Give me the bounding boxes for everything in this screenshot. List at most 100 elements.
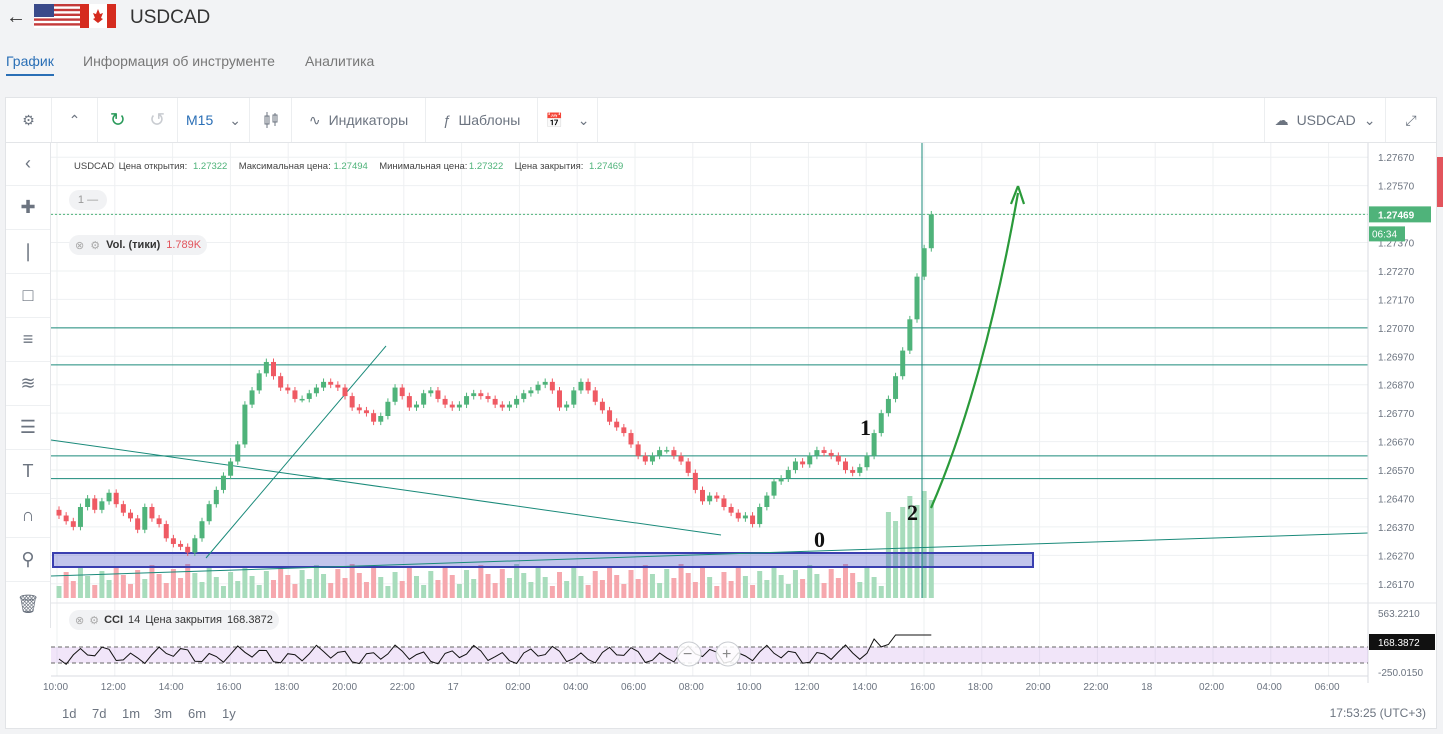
scroll-indicator[interactable] [1437, 157, 1443, 207]
forecast-arrow [929, 192, 1020, 509]
calendar-select[interactable]: 📅 ⌄ [538, 98, 598, 142]
tab-chart[interactable]: График [6, 53, 54, 69]
magnet-icon[interactable]: ∩ [6, 494, 50, 538]
candle-body [235, 444, 241, 462]
period-1y[interactable]: 1y [222, 706, 236, 721]
close-icon[interactable]: ⊗ [75, 239, 85, 252]
volume-bar [464, 570, 470, 598]
volume-bar [735, 567, 741, 598]
cci-axis-current: 168.3872 [1378, 638, 1420, 649]
cci-legend-period: 14 [128, 614, 141, 626]
candle-body [542, 381, 548, 385]
period-3m[interactable]: 3m [154, 706, 173, 721]
close-icon[interactable]: ⊗ [75, 614, 85, 627]
candle-body [92, 498, 98, 510]
gear-icon[interactable]: ⚙ [89, 614, 100, 627]
volume-bar [249, 576, 255, 598]
trash-icon[interactable]: 🗑 [16, 593, 40, 614]
volume-bar [199, 582, 205, 598]
volume-legend-label: Vol. (тики) [106, 239, 161, 251]
candle-body [614, 421, 620, 428]
volume-bar [564, 581, 570, 598]
period-bar: 1d 7d 1m 3m 6m 1y 17:53:25 (UTC+3) [50, 698, 1436, 728]
period-6m[interactable]: 6m [188, 706, 207, 721]
candle-body [914, 276, 920, 320]
period-1d[interactable]: 1d [62, 706, 77, 721]
candlestick-type-icon[interactable] [250, 98, 292, 142]
candle-body [170, 538, 176, 544]
rectangle-tool-icon[interactable]: □ [6, 274, 50, 318]
volume-bar [585, 585, 591, 598]
volume-bar [657, 583, 663, 598]
volume-bar [228, 572, 234, 598]
time-tick-label: 06:00 [1315, 682, 1340, 693]
volume-bar [299, 570, 305, 598]
function-icon: ƒ [442, 112, 451, 128]
candle-body [285, 387, 291, 391]
volume-bar [514, 564, 520, 598]
collapse-sidebar-chevron-left-icon[interactable]: ‹ [6, 142, 50, 186]
timeframe-select[interactable]: M15 ⌄ [178, 98, 250, 142]
templates-button[interactable]: ƒ Шаблоны [426, 98, 538, 142]
forecast-arrow-head [1009, 185, 1026, 205]
candle-body [592, 390, 598, 402]
cloud-icon: ☁ [1274, 111, 1289, 128]
volume-bar [149, 565, 155, 598]
ohlc-info-text: Цена закрытия: [515, 161, 584, 172]
period-1m[interactable]: 1m [122, 706, 141, 721]
gear-icon[interactable]: ⚙ [90, 239, 101, 252]
candle-body [278, 376, 284, 388]
time-tick-label: 04:00 [563, 682, 588, 693]
price-tick-label: 1.26770 [1378, 409, 1415, 420]
collapse-chevron-up-icon[interactable]: ⌃ [52, 98, 98, 142]
tab-instrument-info[interactable]: Информация об инструменте [83, 53, 275, 69]
cci-axis-bottom: -250.0150 [1378, 668, 1423, 679]
candle-body [471, 393, 477, 397]
undo-icon[interactable]: ↻ [109, 109, 126, 131]
chevron-down-icon: ⌄ [229, 111, 241, 128]
symbol-select[interactable]: ☁ USDCAD ⌄ [1264, 98, 1386, 142]
volume-bar [907, 496, 913, 598]
indicators-button[interactable]: ∿ Индикаторы [292, 98, 426, 142]
volume-bar [85, 576, 91, 598]
time-tick-label: 06:00 [621, 682, 646, 693]
period-7d[interactable]: 7d [92, 706, 107, 721]
pattern-tool-icon[interactable]: ≋ [6, 362, 50, 406]
volume-bar [742, 576, 748, 598]
candle-body [342, 387, 348, 397]
canada-flag-icon [80, 4, 116, 28]
volume-bar [321, 574, 327, 598]
candle-body [742, 515, 748, 519]
tab-analytics[interactable]: Аналитика [305, 53, 375, 69]
candle-body [442, 398, 448, 405]
volume-bar [592, 571, 598, 598]
volume-bar [535, 568, 541, 598]
volume-bar [757, 571, 763, 598]
volume-bar [614, 575, 620, 598]
volume-bar [485, 574, 491, 598]
horizontal-lines-icon[interactable]: ≡ [6, 318, 50, 362]
candle-body [885, 398, 891, 414]
settings-gear-icon[interactable]: ⚙ [6, 98, 52, 142]
crosshair-icon[interactable]: ✚ [6, 186, 50, 230]
price-tick-label: 1.26370 [1378, 523, 1415, 534]
zoom-in-icon[interactable]: ⚲ [6, 538, 50, 582]
fibonacci-tool-icon[interactable]: ☰ [6, 406, 50, 450]
volume-bar [835, 578, 841, 598]
fullscreen-icon[interactable]: ⤢ [1405, 111, 1417, 128]
ohlc-info-text: 1.27494 [334, 161, 368, 172]
volume-bar [213, 577, 219, 598]
line-tool-icon[interactable]: ❘ [6, 230, 50, 274]
candle-body [371, 413, 377, 422]
arrow-left-icon[interactable]: ← [6, 6, 26, 28]
cci-axis-top: 563.2210 [1378, 609, 1420, 620]
candle-body [149, 507, 155, 519]
ohlc-info-text: USDCAD [74, 161, 114, 172]
layer-badge[interactable]: 1 — [69, 190, 107, 210]
candle-body [506, 404, 512, 408]
text-tool-icon[interactable]: T [6, 450, 50, 494]
volume-bar [292, 584, 298, 598]
price-chart[interactable]: USDCAD Цена открытия: 1.27322 Максимальная … [6, 98, 1436, 698]
redo-icon[interactable]: ↺ [149, 109, 166, 131]
candle-body [828, 452, 834, 456]
